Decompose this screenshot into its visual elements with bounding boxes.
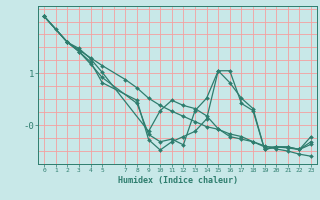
X-axis label: Humidex (Indice chaleur): Humidex (Indice chaleur) xyxy=(118,176,238,185)
